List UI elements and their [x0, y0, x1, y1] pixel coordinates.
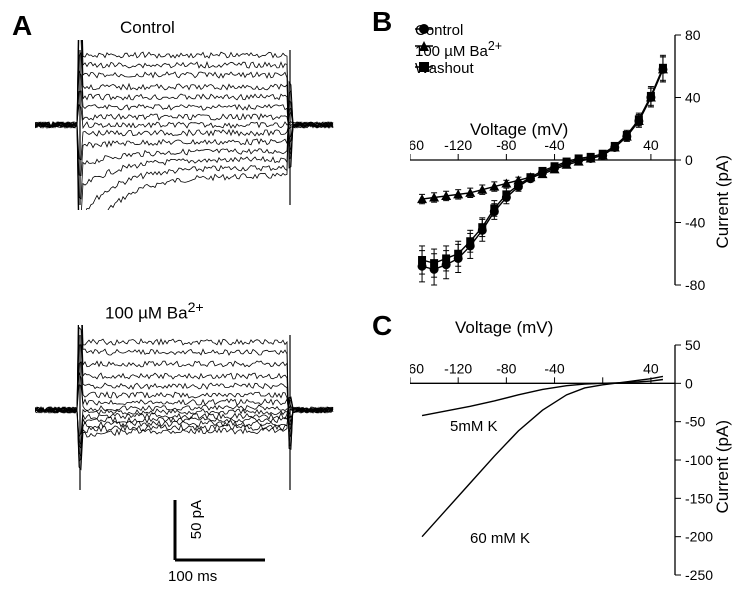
panel-c-chart: -160 -120 -80 -40 40 -250 -200 -150 -100 -50 0 50 — [410, 330, 730, 590]
svg-text:-80: -80 — [685, 277, 705, 293]
svg-text:-250: -250 — [685, 567, 713, 583]
svg-text:80: 80 — [685, 27, 701, 43]
panel-c-xlabel: Voltage (mV) — [455, 318, 553, 338]
panel-a-bottom-title: 100 µM Ba2+ — [105, 300, 204, 324]
legend-ba-sup: 2+ — [488, 39, 502, 53]
svg-text:-120: -120 — [444, 360, 472, 376]
svg-text:-160: -160 — [410, 137, 424, 153]
legend-marker-square-icon — [415, 60, 433, 74]
scalebar-h-text: 100 ms — [168, 568, 217, 585]
svg-text:50: 50 — [685, 337, 701, 353]
panel-a-top-title: Control — [120, 18, 175, 38]
svg-text:-50: -50 — [685, 414, 705, 430]
panel-c-60mm-label: 60 mM K — [470, 530, 530, 547]
svg-text:-40: -40 — [685, 215, 705, 231]
panel-c-label: C — [372, 310, 392, 342]
panel-b-legend: Control 100 µM Ba2+ Washout — [415, 22, 502, 77]
svg-text:-40: -40 — [544, 360, 564, 376]
svg-text:40: 40 — [643, 137, 659, 153]
svg-text:-100: -100 — [685, 452, 713, 468]
panel-c-ylabel: Current (pA) — [713, 420, 733, 514]
panel-b-label: B — [372, 6, 392, 38]
panel-a-bottom-title-sup: 2+ — [188, 300, 204, 316]
svg-text:-80: -80 — [496, 360, 516, 376]
svg-text:40: 40 — [643, 360, 659, 376]
svg-text:0: 0 — [685, 152, 693, 168]
svg-text:-160: -160 — [410, 360, 424, 376]
panel-a-bottom-traces — [35, 325, 335, 495]
legend-marker-triangle-icon — [415, 39, 433, 53]
legend-marker-circle-icon — [415, 22, 433, 36]
panel-a-top-traces — [35, 40, 335, 210]
svg-text:0: 0 — [685, 375, 693, 391]
svg-text:40: 40 — [685, 90, 701, 106]
svg-text:-200: -200 — [685, 529, 713, 545]
panel-a-bottom-title-text: 100 µM Ba — [105, 304, 188, 323]
panel-a-label: A — [12, 10, 32, 42]
svg-text:-150: -150 — [685, 490, 713, 506]
scalebar-v-text: 50 pA — [188, 500, 205, 539]
panel-b-ylabel: Current (pA) — [713, 155, 733, 249]
panel-c-5mm-label: 5mM K — [450, 418, 498, 435]
svg-text:-120: -120 — [444, 137, 472, 153]
panel-b-xlabel: Voltage (mV) — [470, 120, 568, 140]
